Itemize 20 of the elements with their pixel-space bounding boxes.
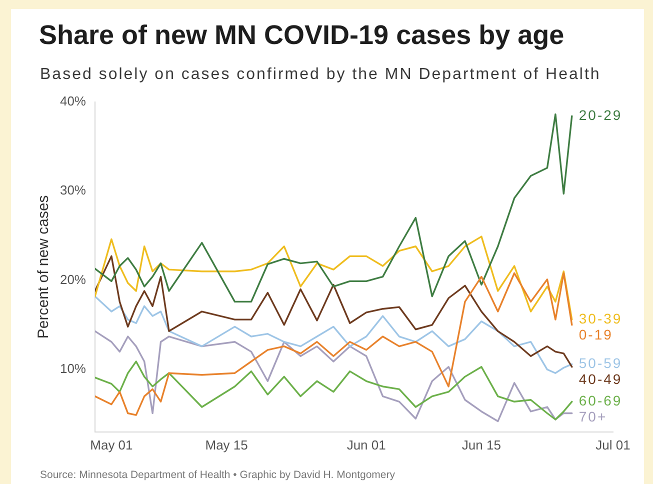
series-label: 70+ <box>578 408 608 425</box>
series-label: 50-59 <box>578 355 622 372</box>
y-axis-title: Percent of new cases <box>35 195 52 339</box>
series-label: 60-69 <box>578 392 622 409</box>
y-tick-label: 20% <box>60 272 86 287</box>
x-tick-label: May 15 <box>205 437 248 452</box>
x-tick-label: Jun 15 <box>462 437 501 452</box>
source-note: Source: Minnesota Department of Health • Graphic by David H. Montgomery <box>40 469 396 481</box>
x-tick-label: May 01 <box>90 437 133 452</box>
x-tick-label: Jun 01 <box>346 437 386 452</box>
y-tick-label: 30% <box>60 182 86 198</box>
x-tick-label: Jul 01 <box>596 437 630 452</box>
chart-title: Share of new MN COVID-19 cases by age <box>39 20 564 51</box>
y-tick-label: 40% <box>60 93 86 108</box>
series-label: 40-49 <box>578 371 622 388</box>
series-label: 0-19 <box>578 326 613 342</box>
chart-subtitle: Based solely on cases confirmed by the MN Department of Health <box>40 66 601 84</box>
series-label: 30-39 <box>578 310 622 326</box>
series-label: 20-29 <box>578 106 622 123</box>
y-tick-label: 10% <box>60 361 86 376</box>
